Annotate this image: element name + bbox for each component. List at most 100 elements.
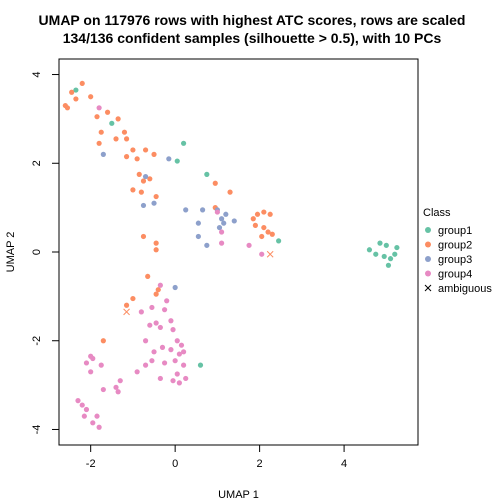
point-group2 <box>153 247 159 253</box>
point-group4 <box>90 420 96 426</box>
point-group4 <box>174 371 180 377</box>
point-group2 <box>88 94 94 100</box>
point-group2 <box>96 140 102 146</box>
point-group1 <box>276 238 282 244</box>
point-group1 <box>392 251 398 257</box>
point-group4 <box>115 389 121 395</box>
legend-marker-group2 <box>425 241 431 248</box>
y-tick-label: 2 <box>31 160 43 166</box>
point-group1 <box>174 158 180 164</box>
point-group2 <box>259 233 265 240</box>
point-group4 <box>79 402 85 408</box>
point-group4 <box>151 349 157 355</box>
point-group1 <box>381 253 387 260</box>
point-group2 <box>136 171 142 177</box>
point-group4 <box>83 360 90 366</box>
point-group1 <box>180 140 187 146</box>
point-group4 <box>176 351 182 357</box>
point-group4 <box>113 384 119 390</box>
point-group2 <box>269 231 275 237</box>
legend-label-group2: group2 <box>438 240 472 252</box>
point-group2 <box>123 154 130 160</box>
point-group4 <box>159 344 166 350</box>
point-group4 <box>161 360 168 366</box>
point-group4 <box>164 298 170 304</box>
point-group4 <box>183 375 189 382</box>
y-tick-label: -4 <box>31 425 43 435</box>
point-group3 <box>151 200 157 206</box>
point-group2 <box>261 209 267 215</box>
point-group3 <box>166 156 172 162</box>
point-group4 <box>168 347 174 353</box>
plot-border <box>58 58 419 446</box>
point-group4 <box>96 105 102 111</box>
point-group2 <box>153 240 159 246</box>
point-group4 <box>180 349 187 355</box>
point-group2 <box>130 187 136 193</box>
point-group2 <box>130 295 136 302</box>
point-group4 <box>153 320 159 326</box>
y-tick-label: -2 <box>31 336 43 346</box>
point-group2 <box>130 147 136 153</box>
point-group3 <box>183 207 189 213</box>
point-group4 <box>96 424 102 430</box>
point-group4 <box>219 229 225 235</box>
point-group1 <box>73 87 79 93</box>
point-group2 <box>94 114 100 120</box>
point-group2 <box>140 178 147 184</box>
legend-label-ambiguous: ambiguous <box>438 283 492 295</box>
y-axis-label: UMAP 2 <box>5 232 17 273</box>
point-group2 <box>100 338 106 344</box>
point-group2 <box>134 156 140 162</box>
point-group4 <box>180 362 187 368</box>
legend-label-group1: group1 <box>438 225 472 237</box>
point-group3 <box>231 218 237 224</box>
point-group3 <box>216 224 223 231</box>
point-group4 <box>134 369 140 375</box>
point-group4 <box>90 355 96 362</box>
point-group2 <box>73 96 79 102</box>
point-group2 <box>98 129 104 135</box>
point-group4 <box>138 309 144 315</box>
point-group2 <box>155 287 161 293</box>
point-group2 <box>254 211 261 217</box>
point-group2 <box>153 193 159 200</box>
point-group4 <box>157 324 163 331</box>
point-group4 <box>168 318 174 324</box>
point-group4 <box>94 413 100 419</box>
point-group4 <box>219 240 225 246</box>
point-group3 <box>219 216 225 222</box>
point-group4 <box>178 342 185 348</box>
y-axis: -4 -2 0 2 4 <box>31 71 60 435</box>
point-group2 <box>153 291 159 297</box>
x-axis-label: UMAP 1 <box>218 489 259 501</box>
point-group1 <box>109 120 115 126</box>
point-ambiguous <box>123 308 130 316</box>
point-group4 <box>174 338 180 344</box>
point-group2 <box>261 224 267 231</box>
point-group4 <box>246 242 252 248</box>
legend: Class group1 group2 group3 group4 ambiguous <box>423 207 492 295</box>
point-group2 <box>151 151 157 157</box>
legend-marker-group4 <box>425 270 431 277</box>
point-group3 <box>100 151 106 157</box>
point-group2 <box>265 229 271 235</box>
point-group1 <box>387 256 394 262</box>
point-group4 <box>75 398 81 404</box>
point-group4 <box>214 209 220 215</box>
point-group2 <box>147 176 153 182</box>
data-points <box>62 80 400 430</box>
point-group1 <box>373 251 379 257</box>
x-tick-label: -2 <box>86 458 96 470</box>
point-group2 <box>142 147 149 153</box>
point-group2 <box>212 180 218 186</box>
point-group4 <box>98 362 104 368</box>
point-group2 <box>113 136 119 142</box>
legend-title: Class <box>423 207 451 219</box>
point-group4 <box>172 358 178 364</box>
point-group4 <box>161 307 168 313</box>
chart-title-line-2: 134/136 confident samples (silhouette > … <box>63 30 442 46</box>
point-group1 <box>394 244 400 251</box>
point-group4 <box>88 369 94 375</box>
